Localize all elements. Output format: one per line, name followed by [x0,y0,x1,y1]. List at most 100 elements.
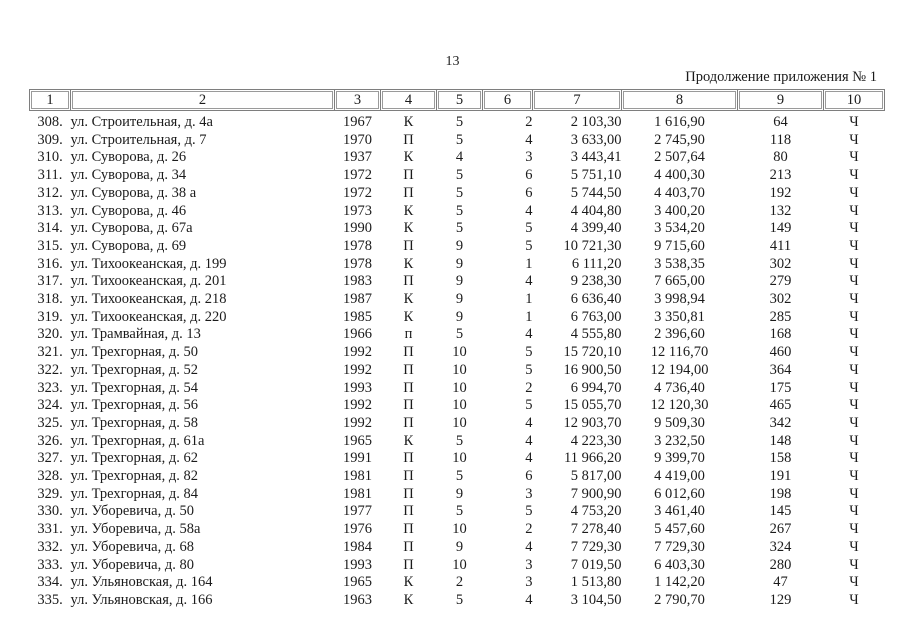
table-cell: Ч [849,432,859,449]
table-cell: 3 [525,485,533,502]
table-row: 321. ул. Трехгорная, д. 50 1992 П 10 5 15 720,… [30,344,885,362]
table-cell: Ч [849,503,859,520]
table-row: 329. ул. Трехгорная, д. 84 1981 П 9 3 7 900,90… [30,486,885,504]
table-row: 324. ул. Трехгорная, д. 56 1992 П 10 5 15 055,… [30,397,885,415]
table-cell: 11 966,20 [564,450,622,467]
table-cell: 15 720,10 [563,344,622,361]
table-cell: ул. Суворова, д. 46 [70,202,187,219]
table-cell: 310. [37,149,63,166]
table-cell: 1 [525,308,533,325]
table-cell: 325. [37,414,63,431]
table-cell: 3 400,20 [654,202,705,219]
table-cell: ул. Уборевича, д. 68 [70,538,194,555]
table-cell: 129 [769,591,792,608]
table-cell: 1973 [343,202,372,219]
table-cell: 5 [455,114,464,130]
table-cell: К [403,574,414,591]
table-cell: ул. Ульяновская, д. 166 [70,591,213,608]
table-cell: 64 [773,114,788,130]
table-cell: 4 403,70 [654,184,705,201]
table-cell: П [403,131,414,148]
table-cell: 5 [525,220,533,237]
table-cell: 7 665,00 [654,273,705,290]
table-cell: 80 [773,149,788,166]
table-cell: 4 [525,538,533,555]
table-cell: 5 [455,503,464,520]
table-cell: Ч [849,273,859,290]
table-cell: 1 616,90 [654,114,705,130]
table-cell: 2 [525,114,533,130]
table-cell: 118 [769,131,792,148]
table-row: 323. ул. Трехгорная, д. 54 1993 П 10 2 6 994,7… [30,380,885,398]
table-cell: 5 [455,432,464,449]
table-cell: 9 238,30 [570,273,622,290]
table-cell: ул. Трехгорная, д. 56 [70,397,198,414]
table-cell: 312. [37,184,63,201]
table-row: 311. ул. Суворова, д. 34 1972 П 5 6 5 751,10 4 … [30,167,885,185]
table-cell: ул. Суворова, д. 67а [70,220,193,237]
table-cell: Ч [849,149,859,166]
table-cell: 192 [769,184,792,201]
table-cell: ул. Тихоокеанская, д. 199 [70,255,227,272]
table-cell: К [403,591,414,608]
table-cell: 331. [37,521,63,538]
table-cell: п [404,326,413,343]
table-cell: П [403,538,414,555]
table-cell: 148 [769,432,792,449]
table-cell: П [403,361,414,378]
table-cell: 2 [525,521,533,538]
table-row: 310. ул. Суворова, д. 26 1937 К 4 3 3 443,41 2 … [30,149,885,167]
table-cell: 3 461,40 [654,503,705,520]
table-cell: 4 400,30 [654,167,705,184]
table-cell: Ч [849,131,859,148]
table-cell: 317. [37,273,63,290]
table-cell: К [403,202,414,219]
table-cell: ул. Трехгорная, д. 84 [70,485,198,502]
table-cell: 1993 [343,556,372,573]
table-cell: П [403,184,414,201]
table-cell: 267 [769,521,792,538]
table-cell: 4 [455,149,464,166]
column-header: 5 [436,89,483,111]
table-cell: 326. [37,432,63,449]
table-cell: 5 [455,202,464,219]
table-cell: 1 142,20 [654,574,705,591]
table-cell: 9 [455,291,464,308]
table-cell: 5 751,10 [570,167,622,184]
table-cell: 5 [525,397,533,414]
table-cell: 1983 [343,273,372,290]
table-cell: 9 [455,255,464,272]
table-cell: ул. Суворова, д. 34 [70,167,187,184]
table-cell: К [403,114,414,130]
table-cell: ул. Трамвайная, д. 13 [70,326,201,343]
table-cell: Ч [849,255,859,272]
table-cell: 1992 [343,344,372,361]
table-cell: 321. [37,344,63,361]
table-row: 325. ул. Трехгорная, д. 58 1992 П 10 4 12 903,… [30,415,885,433]
table-cell: Ч [849,468,859,485]
table-cell: Ч [849,379,859,396]
table-cell: 198 [769,485,792,502]
table-cell: ул. Трехгорная, д. 62 [70,450,198,467]
table-cell: П [403,273,414,290]
table-cell: ул. Суворова, д. 38 а [70,184,197,201]
table-cell: 10 [452,521,467,538]
table-row: 326. ул. Трехгорная, д. 61а 1965 К 5 4 4 223,3… [30,433,885,451]
table-cell: 4 [525,414,533,431]
table-cell: 6 012,60 [654,485,705,502]
appendix-continuation-note: Продолжение приложения № 1 [685,69,877,85]
table-cell: 6 403,30 [654,556,705,573]
table-cell: 5 [455,468,464,485]
table-cell: 9 509,30 [654,414,705,431]
table-cell: 12 194,00 [650,361,709,378]
table-cell: К [403,432,414,449]
table-cell: ул. Трехгорная, д. 50 [70,344,198,361]
table-cell: П [403,556,414,573]
table-cell: Ч [849,291,859,308]
table-cell: 10 [452,556,467,573]
table-cell: П [403,397,414,414]
table-cell: Ч [849,414,859,431]
table-cell: П [403,344,414,361]
table-cell: 4 555,80 [570,326,622,343]
table-cell: 5 [525,361,533,378]
